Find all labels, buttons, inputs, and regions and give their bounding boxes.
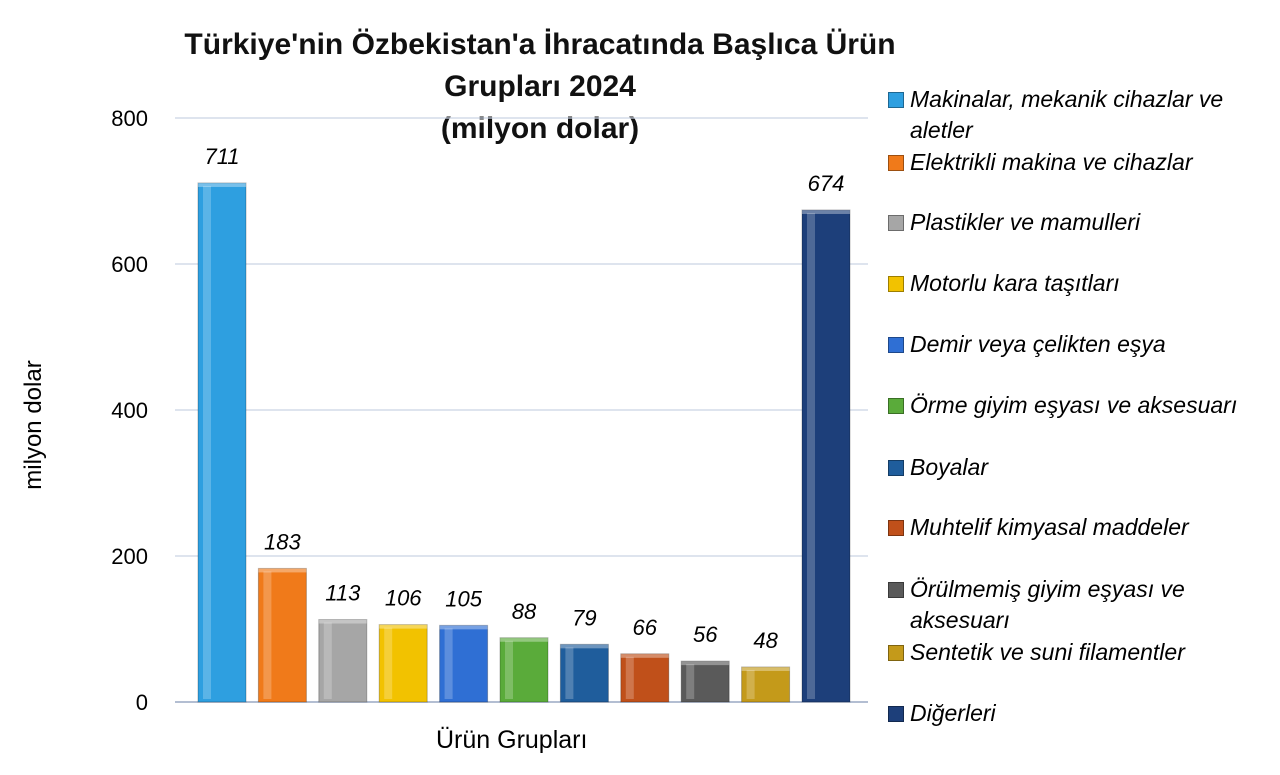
legend-swatch (888, 706, 904, 722)
legend-label: Örülmemiş giyim eşyası ve aksesuarı (910, 576, 1185, 633)
bars (197, 182, 851, 703)
data-labels: 711 183 113 106 105 88 79 66 56 48 674 (204, 144, 844, 653)
legend-item: Demir veya çelikten eşya (888, 329, 1273, 360)
legend-label: Diğerleri (910, 700, 996, 726)
bar (439, 624, 489, 703)
data-label: 183 (264, 529, 301, 554)
y-tick-labels: 0 200 400 600 800 (111, 106, 148, 715)
data-label: 56 (693, 622, 718, 647)
legend-swatch (888, 582, 904, 598)
legend-swatch (888, 398, 904, 414)
x-axis-label: Ürün Grupları (436, 726, 588, 754)
legend-item: Diğerleri (888, 698, 1273, 729)
legend-label: Sentetik ve suni filamentler (910, 639, 1185, 665)
data-label: 66 (633, 615, 658, 640)
legend-swatch (888, 276, 904, 292)
chart-title-main: Türkiye'nin Özbekistan'a İhracatında Baş… (184, 28, 896, 103)
bar (197, 182, 247, 703)
legend-item: Sentetik ve suni filamentler (888, 637, 1273, 668)
legend-swatch (888, 645, 904, 661)
legend-swatch (888, 155, 904, 171)
bar (257, 567, 307, 703)
chart-title: Türkiye'nin Özbekistan'a İhracatında Baş… (150, 24, 930, 150)
legend-item: Makinalar, mekanik cihazlar ve aletler (888, 84, 1273, 146)
legend-label: Örme giyim eşyası ve aksesuarı (910, 392, 1238, 418)
y-tick-label: 0 (136, 690, 148, 715)
legend-item: Örme giyim eşyası ve aksesuarı (888, 390, 1273, 421)
legend-swatch (888, 215, 904, 231)
data-label: 48 (753, 628, 778, 653)
y-tick-label: 800 (111, 106, 148, 131)
legend-label: Elektrikli makina ve cihazlar (910, 149, 1193, 175)
data-label: 674 (808, 171, 845, 196)
legend-swatch (888, 460, 904, 476)
legend-label: Boyalar (910, 454, 988, 480)
y-tick-label: 400 (111, 398, 148, 423)
bar (378, 624, 428, 703)
data-label: 79 (572, 605, 596, 630)
legend-label: Muhtelif kimyasal maddeler (910, 514, 1189, 540)
y-tick-label: 200 (111, 544, 148, 569)
bar (741, 666, 791, 703)
data-label: 106 (385, 586, 422, 611)
bar (499, 637, 549, 703)
legend-item: Örülmemiş giyim eşyası ve aksesuarı (888, 574, 1273, 636)
legend-label: Plastikler ve mamulleri (910, 209, 1141, 235)
bar (559, 643, 609, 703)
legend-swatch (888, 92, 904, 108)
y-tick-label: 600 (111, 252, 148, 277)
legend-label: Makinalar, mekanik cihazlar ve aletler (910, 86, 1224, 143)
bar (620, 653, 670, 703)
data-label: 113 (325, 581, 361, 606)
legend-item: Motorlu kara taşıtları (888, 268, 1273, 299)
legend-label: Demir veya çelikten eşya (910, 331, 1166, 357)
legend-item: Muhtelif kimyasal maddeler (888, 512, 1273, 543)
legend-item: Elektrikli makina ve cihazlar (888, 147, 1273, 178)
legend-item: Boyalar (888, 452, 1273, 483)
bar (680, 660, 730, 703)
legend-label: Motorlu kara taşıtları (910, 270, 1120, 296)
legend-swatch (888, 337, 904, 353)
legend-item: Plastikler ve mamulleri (888, 207, 1273, 238)
data-label: 88 (512, 599, 537, 624)
bar (801, 209, 851, 703)
data-label: 711 (204, 144, 239, 169)
legend-swatch (888, 520, 904, 536)
data-label: 105 (445, 586, 482, 611)
bar (318, 619, 368, 703)
